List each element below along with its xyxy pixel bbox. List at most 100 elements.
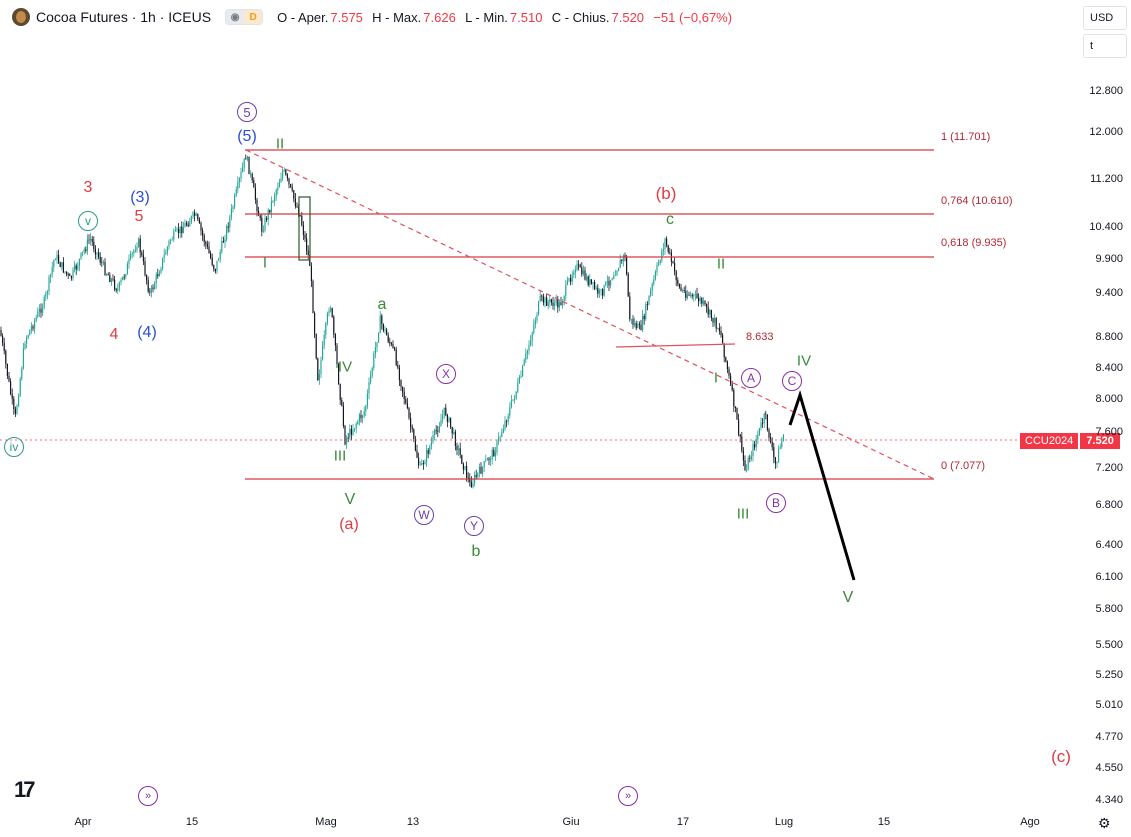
candle-body xyxy=(536,314,538,321)
candle-body xyxy=(27,335,29,338)
gear-icon[interactable]: ⚙ xyxy=(1098,815,1111,831)
tradingview-logo[interactable]: 17 xyxy=(14,777,36,802)
unit-select[interactable]: t xyxy=(1083,34,1127,58)
candle-body xyxy=(85,249,87,251)
wave-label-p4: (4) xyxy=(137,324,157,341)
candle-body xyxy=(765,413,767,415)
candle-body xyxy=(376,342,378,348)
candle-body xyxy=(598,290,600,294)
candle-body xyxy=(416,450,418,458)
price-axis[interactable]: 12.800 12.000 11.200 10.400 9.900 9.400 8.800 8… xyxy=(1080,60,1131,810)
candle-body xyxy=(466,466,468,478)
candle-body xyxy=(254,187,256,200)
candle-body xyxy=(294,198,296,207)
candle-body xyxy=(619,259,621,269)
time-tick: 17 xyxy=(676,816,690,828)
candle-body xyxy=(2,335,4,344)
candle-body xyxy=(229,216,231,228)
candle-body xyxy=(680,287,682,291)
candle-body xyxy=(214,268,216,272)
candle-body xyxy=(723,343,725,358)
jump-arrow-icon[interactable]: » xyxy=(618,786,638,806)
candle-body xyxy=(653,279,655,284)
candle-body xyxy=(80,252,82,259)
candle-body xyxy=(613,275,615,279)
candle-body xyxy=(3,343,5,351)
candle-body xyxy=(301,215,303,226)
candle-body xyxy=(565,284,567,297)
candle-body xyxy=(650,290,652,296)
candle-body xyxy=(155,274,157,284)
candle-body xyxy=(190,216,192,223)
delay-badge[interactable]: D xyxy=(244,10,263,24)
candle-body xyxy=(421,463,423,465)
candle-body xyxy=(299,215,301,217)
candle-body xyxy=(686,294,688,298)
candle-body xyxy=(40,308,42,313)
candle-body xyxy=(778,448,780,463)
wave-circle-B: B xyxy=(766,493,786,513)
candle-body xyxy=(269,209,271,213)
candle-body xyxy=(672,261,674,264)
candle-body xyxy=(206,244,208,247)
candle-body xyxy=(507,415,509,422)
candle-body xyxy=(34,320,36,329)
candle-body xyxy=(776,462,778,464)
candle-body xyxy=(578,264,580,266)
highlight-box xyxy=(298,196,311,261)
candle-body xyxy=(614,275,616,276)
price-chart[interactable] xyxy=(0,0,1080,810)
price-tick: 6.400 xyxy=(1095,539,1123,551)
candle-body xyxy=(552,302,554,306)
candle-body xyxy=(382,323,384,331)
candle-body xyxy=(747,458,749,470)
jump-arrow-icon[interactable]: » xyxy=(138,786,158,806)
candle-body xyxy=(666,238,668,246)
candle-body xyxy=(166,246,168,253)
symbol-title[interactable]: Cocoa Futures · 1h · ICEUS xyxy=(36,9,212,25)
candle-body xyxy=(176,228,178,230)
wave-label-4: 4 xyxy=(109,326,119,343)
candle-body xyxy=(286,174,288,179)
price-tick: 11.200 xyxy=(1090,173,1123,185)
candle-body xyxy=(435,430,437,431)
time-axis[interactable]: Apr 15 Mag 13 Giu 17 Lug 15 Ago xyxy=(0,810,1080,837)
candle-body xyxy=(362,415,364,419)
candle-body xyxy=(757,435,759,440)
candle-body xyxy=(341,399,343,406)
candle-body xyxy=(224,239,226,243)
candle-body xyxy=(256,199,258,212)
candle-body xyxy=(504,420,506,430)
candle-body xyxy=(261,217,263,232)
candle-body xyxy=(517,382,519,392)
candle-body xyxy=(579,265,581,268)
candle-body xyxy=(45,293,47,297)
candle-body xyxy=(272,201,274,202)
wave-circle-iv: iv xyxy=(4,437,24,457)
candle-body xyxy=(262,230,264,232)
candle-body xyxy=(325,323,327,336)
candle-body xyxy=(320,359,322,375)
fib-level-0: 0 (7.077) xyxy=(941,460,986,472)
candle-body xyxy=(445,407,447,416)
candle-body xyxy=(461,454,463,464)
candle-body xyxy=(456,445,458,451)
candle-body xyxy=(123,276,125,278)
candle-body xyxy=(718,328,720,332)
candle-body xyxy=(0,330,2,336)
eye-icon[interactable]: ◉ xyxy=(226,10,245,24)
currency-select[interactable]: USD xyxy=(1083,6,1127,30)
candle-body xyxy=(285,169,287,175)
candle-body xyxy=(258,211,260,216)
time-tick: 13 xyxy=(406,816,420,828)
candle-body xyxy=(469,478,471,483)
candle-body xyxy=(563,296,565,302)
candle-body xyxy=(690,294,692,296)
wave-label-IV-b: IV xyxy=(796,352,812,370)
candle-body xyxy=(754,444,756,448)
candle-body xyxy=(160,268,162,273)
candle-body xyxy=(117,288,119,291)
wave-label-a-red: (a) xyxy=(339,516,359,533)
candle-body xyxy=(427,450,429,454)
candle-body xyxy=(467,477,469,479)
